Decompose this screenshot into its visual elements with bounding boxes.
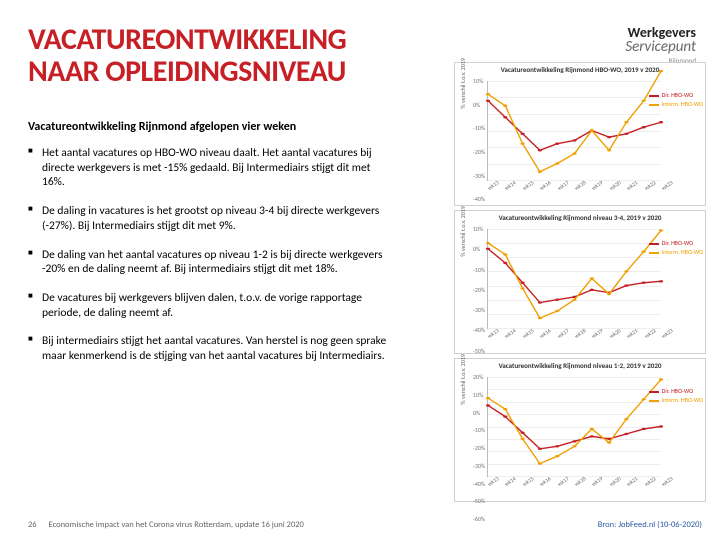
- chart-legend: Dir. HBO-WOInterm. HBO-WO: [649, 239, 703, 257]
- chart-title: Vacatureontwikkeling Rijnmond niveau 3-4…: [455, 211, 705, 222]
- chart-legend: Dir. HBO-WOInterm. HBO-WO: [649, 91, 703, 109]
- bullet-item: De daling van het aantal vacatures op ni…: [28, 248, 388, 277]
- footer-text: Economische impact van het Corona virus …: [49, 520, 304, 530]
- brand-logo: Werkgevers Servicepunt Rijnmond: [625, 26, 696, 64]
- section-subtitle: Vacatureontwikkeling Rijnmond afgelopen …: [28, 120, 296, 134]
- page-title: VACATUREONTWIKKELING NAAR OPLEIDINGSNIVE…: [28, 24, 346, 87]
- source-note: Bron: JobFeed.nl (10-06-2020): [598, 520, 702, 530]
- charts-column: Vacatureontwikkeling Rijnmond HBO-WO, 20…: [454, 62, 706, 506]
- logo-bottom-word: Servicepunt: [625, 40, 696, 55]
- bullet-list: Het aantal vacatures op HBO-WO niveau da…: [28, 146, 388, 378]
- chart-plot-area: [487, 81, 661, 181]
- title-line-2: NAAR OPLEIDINGSNIVEAU: [28, 53, 346, 90]
- line-chart: Vacatureontwikkeling Rijnmond niveau 3-4…: [454, 210, 706, 354]
- chart-plot-area: [487, 229, 661, 329]
- chart-title: Vacatureontwikkeling Rijnmond niveau 1-2…: [455, 359, 705, 370]
- chart-title: Vacatureontwikkeling Rijnmond HBO-WO, 20…: [455, 63, 705, 74]
- page-number: 26: [28, 520, 37, 530]
- bullet-item: Bij intermediairs stijgt het aantal vaca…: [28, 334, 388, 363]
- bullet-item: De daling in vacatures is het grootst op…: [28, 204, 388, 233]
- footer: 26 Economische impact van het Corona vir…: [28, 520, 304, 530]
- bullet-item: De vacatures bij werkgevers blijven dale…: [28, 291, 388, 320]
- line-chart: Vacatureontwikkeling Rijnmond HBO-WO, 20…: [454, 62, 706, 206]
- chart-plot-area: [487, 377, 661, 477]
- bullet-item: Het aantal vacatures op HBO-WO niveau da…: [28, 146, 388, 190]
- chart-legend: Dir. HBO-WOInterm. HBO-WO: [649, 387, 703, 405]
- line-chart: Vacatureontwikkeling Rijnmond niveau 1-2…: [454, 358, 706, 502]
